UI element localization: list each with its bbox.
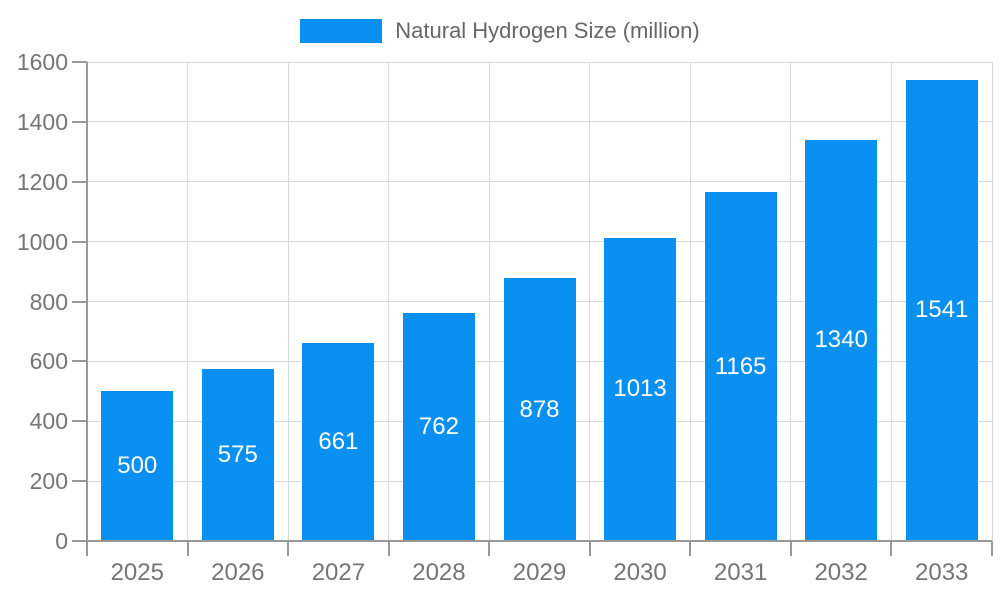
- y-tick-1200: [72, 180, 87, 183]
- y-axis-label-600: 600: [29, 348, 68, 375]
- gridline-horizontal-1600: [87, 61, 992, 63]
- bar-2033[interactable]: 1541: [905, 79, 978, 541]
- y-tick-800: [72, 300, 87, 303]
- legend: Natural Hydrogen Size (million): [0, 18, 1000, 44]
- bar-2029[interactable]: 878: [503, 278, 576, 541]
- x-axis-label-2030: 2030: [613, 559, 667, 586]
- bar-value-label-2026: 575: [217, 440, 258, 468]
- x-tick-8: [890, 541, 893, 556]
- x-tick-6: [689, 541, 692, 556]
- y-axis-label-1000: 1000: [16, 228, 68, 255]
- gridline-vertical-2: [287, 62, 289, 541]
- x-axis-label-2031: 2031: [713, 559, 768, 586]
- bar-2025[interactable]: 500: [101, 391, 174, 541]
- y-axis-label-1400: 1400: [16, 108, 68, 135]
- x-axis-line: [87, 540, 992, 542]
- bar-value-label-2027: 661: [318, 428, 359, 456]
- y-axis-label-400: 400: [29, 408, 68, 435]
- gridline-vertical-8: [890, 62, 892, 541]
- gridline-horizontal-1000: [87, 241, 992, 243]
- x-axis-label-2028: 2028: [412, 559, 466, 586]
- gridline-vertical-1: [187, 62, 189, 541]
- x-axis-label-2032: 2032: [814, 559, 868, 586]
- x-tick-1: [186, 541, 189, 556]
- bar-2026[interactable]: 575: [201, 368, 274, 541]
- bar-value-label-2031: 1165: [714, 352, 767, 380]
- bar-2031[interactable]: 1165: [704, 192, 777, 541]
- y-axis-label-800: 800: [29, 288, 68, 315]
- y-tick-0: [72, 540, 87, 542]
- bar-2032[interactable]: 1340: [805, 139, 878, 541]
- bar-2028[interactable]: 762: [402, 312, 475, 541]
- gridline-vertical-9: [991, 62, 993, 541]
- y-tick-1000: [72, 240, 87, 243]
- x-axis-label-2026: 2026: [211, 559, 265, 586]
- x-tick-0: [86, 541, 88, 556]
- x-tick-9: [991, 541, 993, 556]
- gridline-horizontal-1400: [87, 121, 992, 123]
- x-tick-2: [287, 541, 290, 556]
- y-tick-400: [72, 420, 87, 423]
- plot-area: 500 575 661 762 878 1013 1165 1340 1541: [86, 61, 993, 542]
- y-axis-label-1600: 1600: [16, 49, 68, 75]
- legend-label: Natural Hydrogen Size (million): [395, 18, 700, 43]
- bar-value-label-2033: 1541: [915, 296, 969, 324]
- x-axis-label-2033: 2033: [915, 559, 969, 586]
- bar-value-label-2028: 762: [418, 412, 459, 440]
- y-axis-label-200: 200: [29, 468, 68, 495]
- x-axis-label-2025: 2025: [110, 559, 164, 586]
- y-tick-1600: [72, 61, 87, 63]
- x-tick-4: [488, 541, 491, 556]
- y-tick-1400: [72, 120, 87, 123]
- gridline-vertical-7: [790, 62, 792, 541]
- gridline-vertical-4: [488, 62, 490, 541]
- bar-value-label-2029: 878: [519, 395, 560, 423]
- y-axis-label-1200: 1200: [16, 168, 68, 195]
- y-axis-line: [86, 62, 88, 541]
- gridline-vertical-6: [689, 62, 691, 541]
- legend-item-natural-hydrogen-size[interactable]: Natural Hydrogen Size (million): [300, 18, 700, 44]
- gridline-horizontal-1200: [87, 181, 992, 183]
- bar-value-label-2030: 1013: [613, 375, 667, 403]
- y-tick-200: [72, 480, 87, 483]
- x-axis-label-2029: 2029: [512, 559, 567, 586]
- gridline-vertical-5: [589, 62, 591, 541]
- legend-swatch: [300, 19, 383, 43]
- x-tick-7: [789, 541, 792, 556]
- bar-2027[interactable]: 661: [302, 343, 375, 541]
- x-tick-5: [588, 541, 591, 556]
- y-axis-label-0: 0: [55, 528, 68, 554]
- gridline-vertical-3: [388, 62, 390, 541]
- bar-value-label-2032: 1340: [814, 326, 868, 354]
- y-tick-600: [72, 360, 87, 363]
- bar-2030[interactable]: 1013: [604, 237, 677, 541]
- x-tick-3: [387, 541, 390, 556]
- x-axis-label-2027: 2027: [311, 559, 366, 586]
- bar-value-label-2025: 500: [117, 452, 158, 480]
